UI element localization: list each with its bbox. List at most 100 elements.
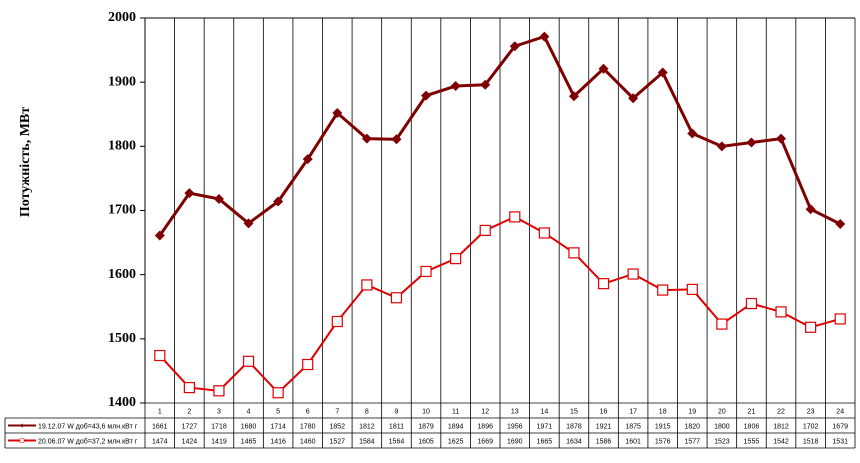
table-value: 1564 — [389, 438, 405, 445]
point — [331, 315, 343, 328]
point — [420, 265, 432, 278]
table-value: 1661 — [152, 423, 168, 430]
table-value: 1527 — [330, 438, 346, 445]
point — [213, 193, 224, 204]
point — [628, 93, 639, 104]
table-value: 1518 — [803, 438, 819, 445]
point — [302, 358, 314, 371]
point — [627, 268, 639, 280]
point — [805, 321, 817, 333]
table-value: 1605 — [418, 438, 434, 445]
y-tick-label: 1800 — [108, 139, 136, 154]
legend-label: 19.12.07 W доб=43,6 млн.кВт г — [38, 422, 138, 430]
point — [745, 297, 758, 310]
point — [775, 306, 787, 318]
y-tick-label: 1600 — [108, 267, 136, 282]
x-tick-label: 7 — [335, 408, 339, 415]
table-value: 1555 — [744, 438, 760, 445]
x-tick-label: 22 — [777, 408, 785, 415]
point — [272, 387, 284, 399]
table-value: 1896 — [477, 423, 493, 430]
table-value: 1894 — [448, 423, 464, 430]
y-tick-label: 1500 — [108, 331, 136, 346]
y-tick-label: 2000 — [108, 10, 136, 25]
point — [834, 313, 846, 325]
point — [686, 283, 698, 296]
point — [657, 284, 669, 296]
point — [835, 218, 846, 229]
x-tick-label: 9 — [395, 408, 399, 415]
point — [657, 67, 668, 78]
x-tick-label: 24 — [836, 408, 844, 415]
table-value: 1690 — [507, 438, 523, 445]
x-tick-label: 19 — [688, 408, 696, 415]
y-tick-label: 1700 — [108, 203, 136, 218]
table-value: 1584 — [359, 438, 375, 445]
point — [539, 31, 550, 42]
series-line — [158, 34, 841, 237]
x-tick-label: 12 — [481, 408, 489, 415]
legend-marker — [20, 423, 24, 428]
x-tick-label: 16 — [600, 408, 608, 415]
legend-label: 20.06.07 W доб=37,2 млн.кВт г — [38, 437, 138, 445]
table-value: 1727 — [182, 423, 198, 430]
table-value: 1460 — [300, 438, 316, 445]
table-value: 1679 — [832, 423, 848, 430]
table-value: 1800 — [714, 423, 730, 430]
point — [273, 196, 284, 207]
table-value: 1625 — [448, 438, 464, 445]
point — [302, 154, 313, 165]
table-value: 1601 — [625, 438, 641, 445]
table-value: 1718 — [211, 423, 227, 430]
table-value: 1586 — [596, 438, 612, 445]
x-tick-label: 23 — [807, 408, 815, 415]
point — [687, 128, 698, 139]
table-value: 1714 — [270, 423, 286, 430]
x-tick-label: 3 — [217, 408, 221, 415]
point — [213, 385, 225, 397]
table-value: 1577 — [685, 438, 701, 445]
x-tick-label: 8 — [365, 408, 369, 415]
x-tick-label: 18 — [659, 408, 667, 415]
point — [776, 133, 787, 144]
table-value: 1474 — [152, 438, 168, 445]
table-value: 1702 — [803, 423, 819, 430]
point — [243, 218, 254, 229]
table-value: 1806 — [744, 423, 760, 430]
table-value: 1523 — [714, 438, 730, 445]
point — [480, 79, 491, 90]
table-value: 1531 — [832, 438, 848, 445]
point — [390, 292, 403, 304]
point — [391, 134, 402, 145]
x-tick-label: 15 — [570, 408, 578, 415]
table-value: 1780 — [300, 423, 316, 430]
table-value: 1878 — [566, 423, 582, 430]
table-value: 1465 — [241, 438, 257, 445]
table-value: 1956 — [507, 423, 523, 430]
table-value: 1419 — [211, 438, 227, 445]
point — [538, 227, 550, 239]
point — [509, 41, 520, 52]
table-value: 1669 — [477, 438, 493, 445]
point — [183, 382, 195, 394]
table-value: 1812 — [773, 423, 789, 430]
x-tick-label: 14 — [540, 408, 548, 415]
x-tick-label: 1 — [158, 408, 162, 415]
y-tick-label: 1400 — [108, 395, 136, 410]
point — [154, 349, 166, 362]
point — [716, 318, 728, 330]
table-value: 1424 — [182, 438, 198, 445]
point — [184, 188, 195, 199]
point — [805, 204, 816, 215]
point — [421, 90, 432, 101]
point — [242, 355, 255, 367]
point — [479, 224, 491, 236]
y-axis-title: Потужність, МВт — [18, 107, 33, 217]
point — [568, 247, 580, 259]
table-value: 1542 — [773, 438, 789, 445]
point — [361, 133, 372, 144]
point — [450, 253, 462, 265]
x-tick-label: 5 — [276, 408, 280, 415]
point — [450, 81, 461, 92]
